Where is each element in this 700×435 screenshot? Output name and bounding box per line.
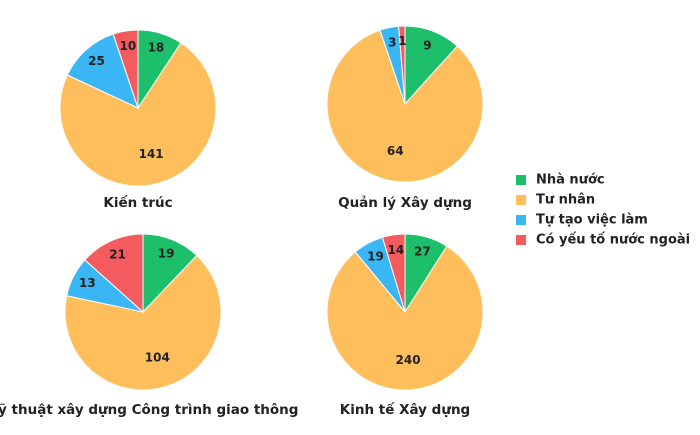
legend-swatch	[516, 195, 526, 205]
pie-title: Quản lý Xây dựng	[338, 195, 472, 211]
legend-label: Nhà nước	[536, 173, 605, 188]
data-label: 64	[387, 144, 404, 158]
data-label: 18	[148, 41, 165, 55]
data-label: 13	[79, 276, 96, 290]
data-label: 3	[388, 35, 396, 49]
pie-slice	[84, 233, 144, 314]
data-label: 9	[423, 38, 431, 52]
pie-slice	[326, 245, 484, 391]
legend-label: Tư nhân	[536, 193, 595, 208]
data-label: 240	[396, 353, 421, 367]
legend-swatch	[516, 235, 526, 245]
pie-slice	[59, 42, 217, 187]
pie-slice	[142, 233, 198, 314]
pie-slice	[64, 254, 222, 391]
data-label: 27	[414, 245, 431, 259]
legend-swatch	[516, 175, 526, 185]
pie-slice	[112, 29, 139, 109]
data-label: 19	[158, 247, 175, 261]
data-label: 141	[139, 147, 164, 161]
data-label: 21	[109, 248, 126, 262]
data-label: 10	[120, 39, 137, 53]
pie-title: Kỹ thuật xây dựng Công trình giao thông	[0, 402, 298, 418]
pie-title: Kinh tế Xây dựng	[340, 401, 470, 418]
data-label: 19	[367, 250, 384, 264]
pie-slice	[66, 33, 139, 109]
legend-label: Có yếu tố nước ngoài	[536, 233, 690, 248]
pie-slice	[326, 29, 484, 183]
data-label: 104	[145, 351, 170, 365]
pie-title: Kiến trúc	[103, 194, 172, 211]
data-label: 14	[388, 243, 405, 257]
legend-swatch	[516, 215, 526, 225]
data-label: 1	[398, 34, 406, 48]
pie-slice	[398, 25, 406, 105]
pie-slice	[381, 233, 406, 313]
legend-label: Tự tạo việc làm	[536, 213, 648, 228]
data-label: 25	[88, 54, 105, 68]
